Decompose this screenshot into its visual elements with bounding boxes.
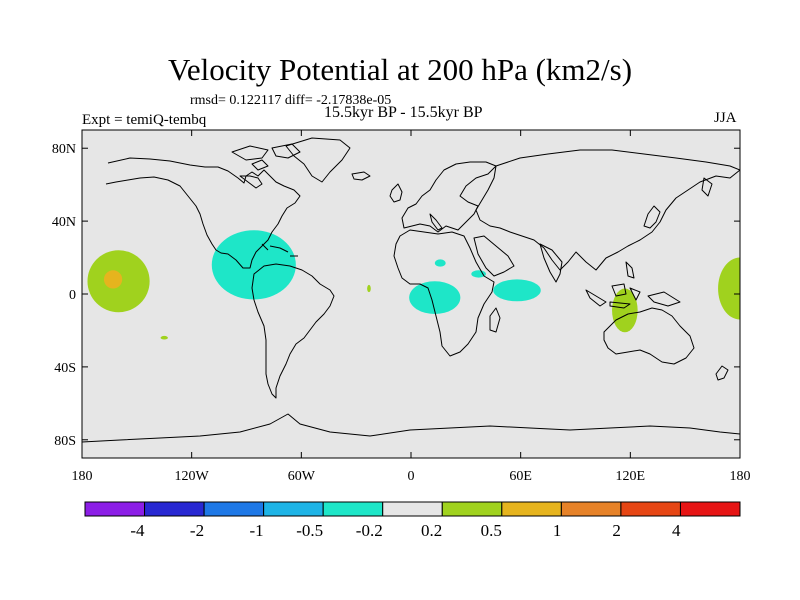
anomaly-indonesia-positive: [612, 288, 638, 333]
colorbar-swatch: [263, 501, 324, 517]
plot-title: Velocity Potential at 200 hPa (km2/s): [167, 52, 633, 87]
coastline-antarctica: [82, 413, 740, 443]
colorbar-label: 0.5: [481, 521, 502, 540]
coastlines: [82, 137, 740, 443]
colorbar-swatch: [620, 501, 681, 517]
coastline-iceland: [351, 171, 371, 181]
coastline-italy: [429, 213, 443, 231]
colorbar-swatch: [441, 501, 503, 517]
anomaly-south-pacific-small: [160, 335, 168, 340]
coastline-greenland: [285, 137, 351, 183]
colorbar-label: 0.2: [421, 521, 442, 540]
colorbar-label: 4: [672, 521, 681, 540]
colorbar-swatch: [679, 501, 741, 517]
colorbar-label: -1: [249, 521, 263, 540]
coastline-indonesia: [585, 283, 681, 309]
colorbar-label: -4: [130, 521, 145, 540]
coastline-madagascar: [489, 307, 501, 333]
colorbar-swatch: [560, 501, 622, 517]
colorbar-label: -0.5: [296, 521, 323, 540]
coastline-arabia: [473, 235, 515, 277]
coastline-india: [539, 243, 563, 283]
colorbar-label: -2: [190, 521, 204, 540]
coastline-philippines: [625, 261, 635, 279]
period-label: 15.5kyr BP - 15.5kyr BP: [324, 104, 483, 121]
coastline-kamchatka: [701, 177, 713, 197]
colorbar-swatch: [501, 501, 562, 517]
coastline-hudson-bay: [239, 175, 263, 189]
coastline-south-america: [251, 263, 335, 399]
x-tick-label: 180: [72, 469, 93, 484]
coastline-new-zealand: [715, 365, 729, 381]
anomaly-caribbean-negative: [211, 230, 296, 300]
anomaly-north-africa-negative: [434, 259, 446, 267]
coastline-uk: [389, 183, 403, 203]
coastline-north-america: [105, 157, 301, 269]
anomaly-central-africa-negative: [409, 281, 461, 315]
x-tick-label: 180: [730, 469, 751, 484]
anomaly-layer: [87, 230, 740, 340]
x-tick-label: 120W: [175, 469, 210, 484]
coastline-australia: [603, 307, 695, 365]
coastline-africa: [393, 229, 495, 357]
anomaly-central-pacific-core: [103, 270, 123, 289]
x-tick-label: 0: [408, 469, 415, 484]
y-tick-label: 40S: [54, 361, 76, 376]
y-tick-label: 80S: [54, 434, 76, 449]
colorbar-swatch: [203, 501, 265, 517]
coastline-caribbean: [261, 243, 298, 257]
colorbar-label: 1: [553, 521, 562, 540]
anomaly-sahel-negative: [471, 270, 486, 278]
colorbar-label: 2: [612, 521, 621, 540]
x-tick-label: 60E: [509, 469, 532, 484]
x-tick-label: 120E: [616, 469, 646, 484]
coastline-europe: [401, 161, 497, 233]
axis-ticks: 80N 40N 0 40S 80S 180 120W 60W 0 60E 120E 180: [52, 130, 751, 484]
anomaly-dateline-positive: [718, 257, 740, 320]
season-label: JJA: [714, 110, 737, 126]
stats-line: rmsd= 0.122117 diff= -2.17838e-05: [190, 93, 392, 108]
anomaly-indian-ocean-negative: [493, 279, 541, 302]
colorbar-swatch: [322, 501, 384, 517]
y-tick-label: 40N: [52, 215, 76, 230]
colorbar-swatch: [382, 501, 443, 517]
colorbar: -4 -2 -1 -0.5 -0.2 0.2 0.5 1 2 4: [84, 501, 741, 540]
anomaly-atlantic-small: [367, 284, 371, 293]
colorbar-label: -0.2: [356, 521, 383, 540]
colorbar-swatch: [144, 501, 205, 517]
y-tick-label: 0: [69, 288, 76, 303]
colorbar-swatch: [84, 501, 146, 517]
experiment-label: Expt = temiQ-tembq: [82, 112, 207, 128]
y-tick-label: 80N: [52, 142, 76, 157]
x-tick-label: 60W: [288, 469, 316, 484]
coastline-asia: [475, 149, 740, 271]
coastline-japan: [643, 205, 661, 229]
